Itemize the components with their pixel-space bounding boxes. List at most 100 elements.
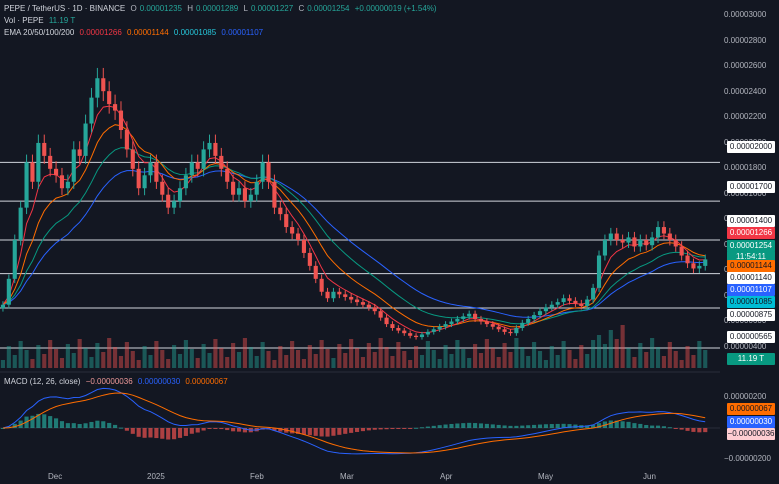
ema-label[interactable]: EMA 20/50/100/200 <box>4 28 75 37</box>
candle-body <box>177 188 183 202</box>
volume-bar <box>514 338 519 368</box>
volume-bar <box>502 343 507 368</box>
candle-body <box>549 304 554 308</box>
macd-tick-label: 0.00000200 <box>724 392 767 401</box>
candle-body <box>95 78 100 98</box>
volume-bar <box>331 358 336 368</box>
candle-body <box>278 207 283 215</box>
candle-body <box>437 326 442 330</box>
price-tag: 0.00001266 <box>727 227 775 239</box>
candle-body <box>160 181 165 195</box>
macd-histogram-bar <box>130 428 135 434</box>
volume-bar <box>591 340 596 368</box>
volume-bar <box>142 346 147 368</box>
macd-histogram-bar <box>30 415 35 428</box>
candle-body <box>520 322 525 328</box>
candle-body <box>608 233 613 240</box>
candle-body <box>24 162 29 208</box>
volume-bar <box>537 351 543 368</box>
volume-bar <box>632 357 637 368</box>
volume-bar <box>679 360 684 368</box>
candle-body <box>42 142 47 156</box>
volume-bar <box>166 359 171 368</box>
macd-histogram-bar <box>632 423 637 428</box>
candle-body <box>632 237 637 247</box>
candle-body <box>266 162 271 182</box>
macd-tick-label: −0.00000200 <box>724 454 771 463</box>
macd-histogram-bar <box>172 428 177 440</box>
volume-bar <box>396 342 401 368</box>
volume-bar <box>107 338 112 368</box>
candle-body <box>260 162 265 182</box>
candle-body <box>449 321 454 325</box>
macd-histogram-bar <box>319 428 324 437</box>
candle-body <box>591 287 596 300</box>
candle-body <box>154 162 159 182</box>
macd-line-value: 0.00000030 <box>137 377 181 386</box>
volume-bar <box>307 345 312 368</box>
high-value: 0.00001289 <box>195 4 239 13</box>
candle-body <box>650 237 655 246</box>
volume-bar <box>573 359 578 368</box>
macd-histogram-bar <box>65 423 70 428</box>
candle-body <box>703 259 708 266</box>
macd-histogram-bar <box>107 422 112 428</box>
macd-histogram-bar <box>189 428 194 434</box>
candle-body <box>325 291 330 299</box>
candle-body <box>644 240 649 246</box>
volume-label[interactable]: Vol · PEPE <box>4 16 44 25</box>
symbol-title[interactable]: PEPE / TetherUS · 1D · BINANCE <box>4 4 126 13</box>
volume-bar <box>12 355 17 368</box>
candle-body <box>626 237 631 243</box>
volume-bar <box>83 348 88 368</box>
volume-bar <box>195 358 200 368</box>
macd-histogram-bar <box>419 427 425 429</box>
candle-body <box>59 175 65 189</box>
macd-histogram-bar <box>537 424 543 428</box>
macd-histogram-bar <box>201 428 206 431</box>
candle-body <box>201 149 206 169</box>
candle-body <box>526 318 531 323</box>
volume-bar <box>30 359 35 368</box>
candle-body <box>219 155 224 169</box>
candle-body <box>313 265 318 279</box>
macd-histogram-bar <box>231 428 236 432</box>
macd-histogram-bar <box>42 414 47 428</box>
macd-histogram-bar <box>596 423 602 428</box>
candle-body <box>36 142 41 182</box>
macd-histogram-bar <box>148 428 153 438</box>
volume-bar <box>77 339 82 368</box>
macd-histogram-bar <box>225 428 230 431</box>
macd-histogram-bar <box>691 428 696 432</box>
macd-histogram-bar <box>614 420 619 428</box>
volume-bar <box>496 357 501 368</box>
candle-body <box>561 298 566 303</box>
volume-bar <box>242 338 247 368</box>
macd-histogram-bar <box>337 428 342 435</box>
candle-body <box>490 324 495 327</box>
volume-bar <box>655 347 661 368</box>
volume-bar <box>384 347 389 368</box>
ema20-line <box>2 105 706 334</box>
volume-bar <box>118 356 124 368</box>
volume-bar <box>596 335 602 368</box>
macd-histogram-bar <box>502 425 507 428</box>
volume-bar <box>319 340 324 368</box>
volume-bar <box>461 349 466 368</box>
volume-bar <box>567 350 572 368</box>
candle-body <box>402 330 407 334</box>
macd-histogram-bar <box>679 428 684 430</box>
volume-bar <box>260 342 265 368</box>
macd-histogram-bar <box>343 428 348 434</box>
macd-histogram-bar <box>83 423 88 428</box>
volume-bar <box>36 345 41 368</box>
candle-body <box>431 329 436 332</box>
candle-body <box>620 240 625 243</box>
candle-body <box>579 303 584 306</box>
candle-body <box>614 233 619 240</box>
macd-label[interactable]: MACD (12, 26, close) <box>4 377 81 386</box>
ema200-line <box>2 169 706 318</box>
volume-bar <box>579 345 584 368</box>
candle-body <box>337 291 342 295</box>
